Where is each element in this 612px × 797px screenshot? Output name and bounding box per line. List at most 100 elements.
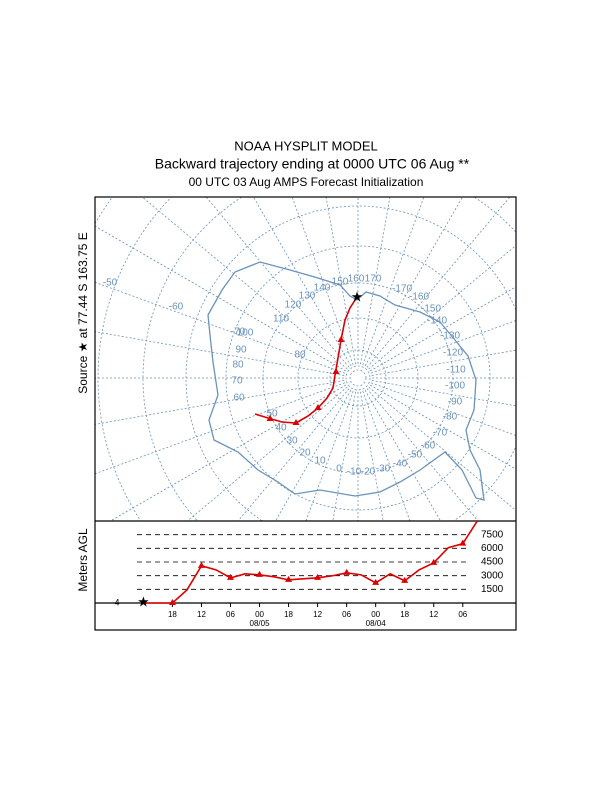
- longitude-label: -90: [448, 397, 463, 408]
- longitude-line: [332, 391, 356, 521]
- longitude-line: [305, 391, 354, 521]
- longitude-line: [95, 225, 347, 372]
- height-marker: [314, 573, 322, 580]
- title: NOAA HYSPLIT MODEL: [234, 138, 378, 153]
- height-marker: [197, 561, 205, 568]
- longitude-label: -70: [433, 428, 448, 439]
- longitude-label: -60: [169, 302, 184, 313]
- source-marker: ★: [137, 594, 150, 610]
- map-trajectory: [254, 296, 358, 424]
- date-label: 08/04: [366, 619, 387, 628]
- x-tick-label: 18: [168, 610, 177, 619]
- height-marker: [401, 576, 409, 583]
- longitude-line: [368, 244, 516, 370]
- map-trajectory-marker: [337, 336, 345, 342]
- longitude-line: [369, 286, 516, 372]
- longitude-label: 130: [299, 291, 316, 302]
- source-label: Source ★ at 77.44 S 163.75 E: [76, 232, 90, 394]
- height-marker: [285, 575, 293, 582]
- y-axis-label: Meters AGL: [76, 528, 90, 592]
- x-tick-label: 00: [255, 610, 264, 619]
- longitude-label: -150: [421, 304, 441, 315]
- height-marker: [430, 558, 438, 565]
- longitude-label: -110: [446, 365, 466, 376]
- longitude-label: 60: [233, 393, 245, 404]
- longitude-line: [371, 380, 516, 407]
- longitude-label: -70: [231, 327, 246, 338]
- date-label: 08/05: [250, 619, 271, 628]
- longitude-label: -50: [103, 278, 118, 289]
- frame: [94, 196, 517, 631]
- height-marker: [343, 568, 351, 575]
- subtitle: 00 UTC 03 Aug AMPS Forecast Initializati…: [189, 175, 424, 189]
- map-trajectory-marker: [332, 368, 340, 374]
- height-line: [143, 520, 478, 604]
- height-marker: [372, 578, 380, 585]
- y-tick-label: 7500: [481, 529, 504, 540]
- x-tick-label: 12: [429, 610, 438, 619]
- longitude-line: [205, 197, 350, 368]
- x-tick-label: 06: [226, 610, 235, 619]
- longitude-label: 150: [332, 277, 349, 288]
- longitude-line: [274, 389, 352, 521]
- longitude-label: -10: [347, 467, 362, 478]
- y-tick-label: 6000: [481, 543, 504, 554]
- longitude-label: -160: [409, 292, 429, 303]
- left-label: 4: [114, 597, 119, 607]
- map-trajectory-marker: [314, 404, 322, 410]
- longitude-label: -50: [408, 450, 423, 461]
- longitude-label: -120: [443, 348, 463, 359]
- longitude-line: [366, 197, 511, 368]
- y-tick-label: 3000: [481, 570, 504, 581]
- longitude-label: 30: [286, 436, 298, 447]
- longitude-label: -100: [445, 381, 465, 392]
- longitude-line: [186, 386, 348, 521]
- longitude-line: [95, 382, 345, 475]
- x-tick-label: 12: [313, 610, 322, 619]
- longitude-label: 70: [231, 376, 243, 387]
- longitude-label: 100: [237, 328, 254, 339]
- longitude-line: [364, 389, 442, 521]
- subtitle: Backward trajectory ending at 0000 UTC 0…: [155, 156, 470, 172]
- longitude-line: [109, 384, 347, 521]
- latitude-circle: [345, 365, 371, 391]
- longitude-line: [253, 197, 352, 367]
- x-tick-label: 06: [458, 610, 467, 619]
- longitude-line: [364, 197, 463, 367]
- longitude-label: 40: [275, 423, 287, 434]
- longitude-label: -80: [443, 412, 458, 423]
- longitude-line: [237, 388, 350, 521]
- longitude-label: 160: [348, 274, 365, 285]
- longitude-label: 80: [232, 360, 244, 371]
- map-trajectory-marker: [292, 419, 300, 425]
- height-marker: [168, 599, 176, 605]
- longitude-label: 10: [314, 456, 326, 467]
- y-tick-label: 1500: [481, 584, 504, 595]
- coastline: [207, 261, 485, 501]
- longitude-label: 90: [235, 345, 247, 356]
- x-tick-label: 18: [400, 610, 409, 619]
- longitude-label: -140: [427, 316, 447, 327]
- x-tick-label: 12: [197, 610, 206, 619]
- longitude-line: [368, 386, 516, 512]
- map-trajectory-marker: [266, 415, 274, 421]
- longitude-label: 110: [273, 314, 289, 325]
- longitude-label: 120: [285, 300, 302, 311]
- longitude-line: [371, 349, 516, 376]
- y-tick-label: 4500: [481, 557, 504, 568]
- longitude-label: -40: [393, 459, 408, 470]
- longitude-label: -130: [440, 331, 460, 342]
- longitude-label: 80: [294, 350, 306, 361]
- longitude-label: -60: [421, 441, 436, 452]
- longitude-label: -170: [392, 284, 412, 295]
- x-tick-label: 06: [342, 610, 351, 619]
- x-tick-label: 00: [371, 610, 380, 619]
- longitude-label: 140: [314, 283, 331, 294]
- height-marker: [459, 539, 467, 546]
- longitude-label: 50: [266, 409, 278, 420]
- latitude-circle: [349, 369, 367, 387]
- source-star: ★: [351, 289, 364, 305]
- longitude-label: 170: [365, 274, 382, 285]
